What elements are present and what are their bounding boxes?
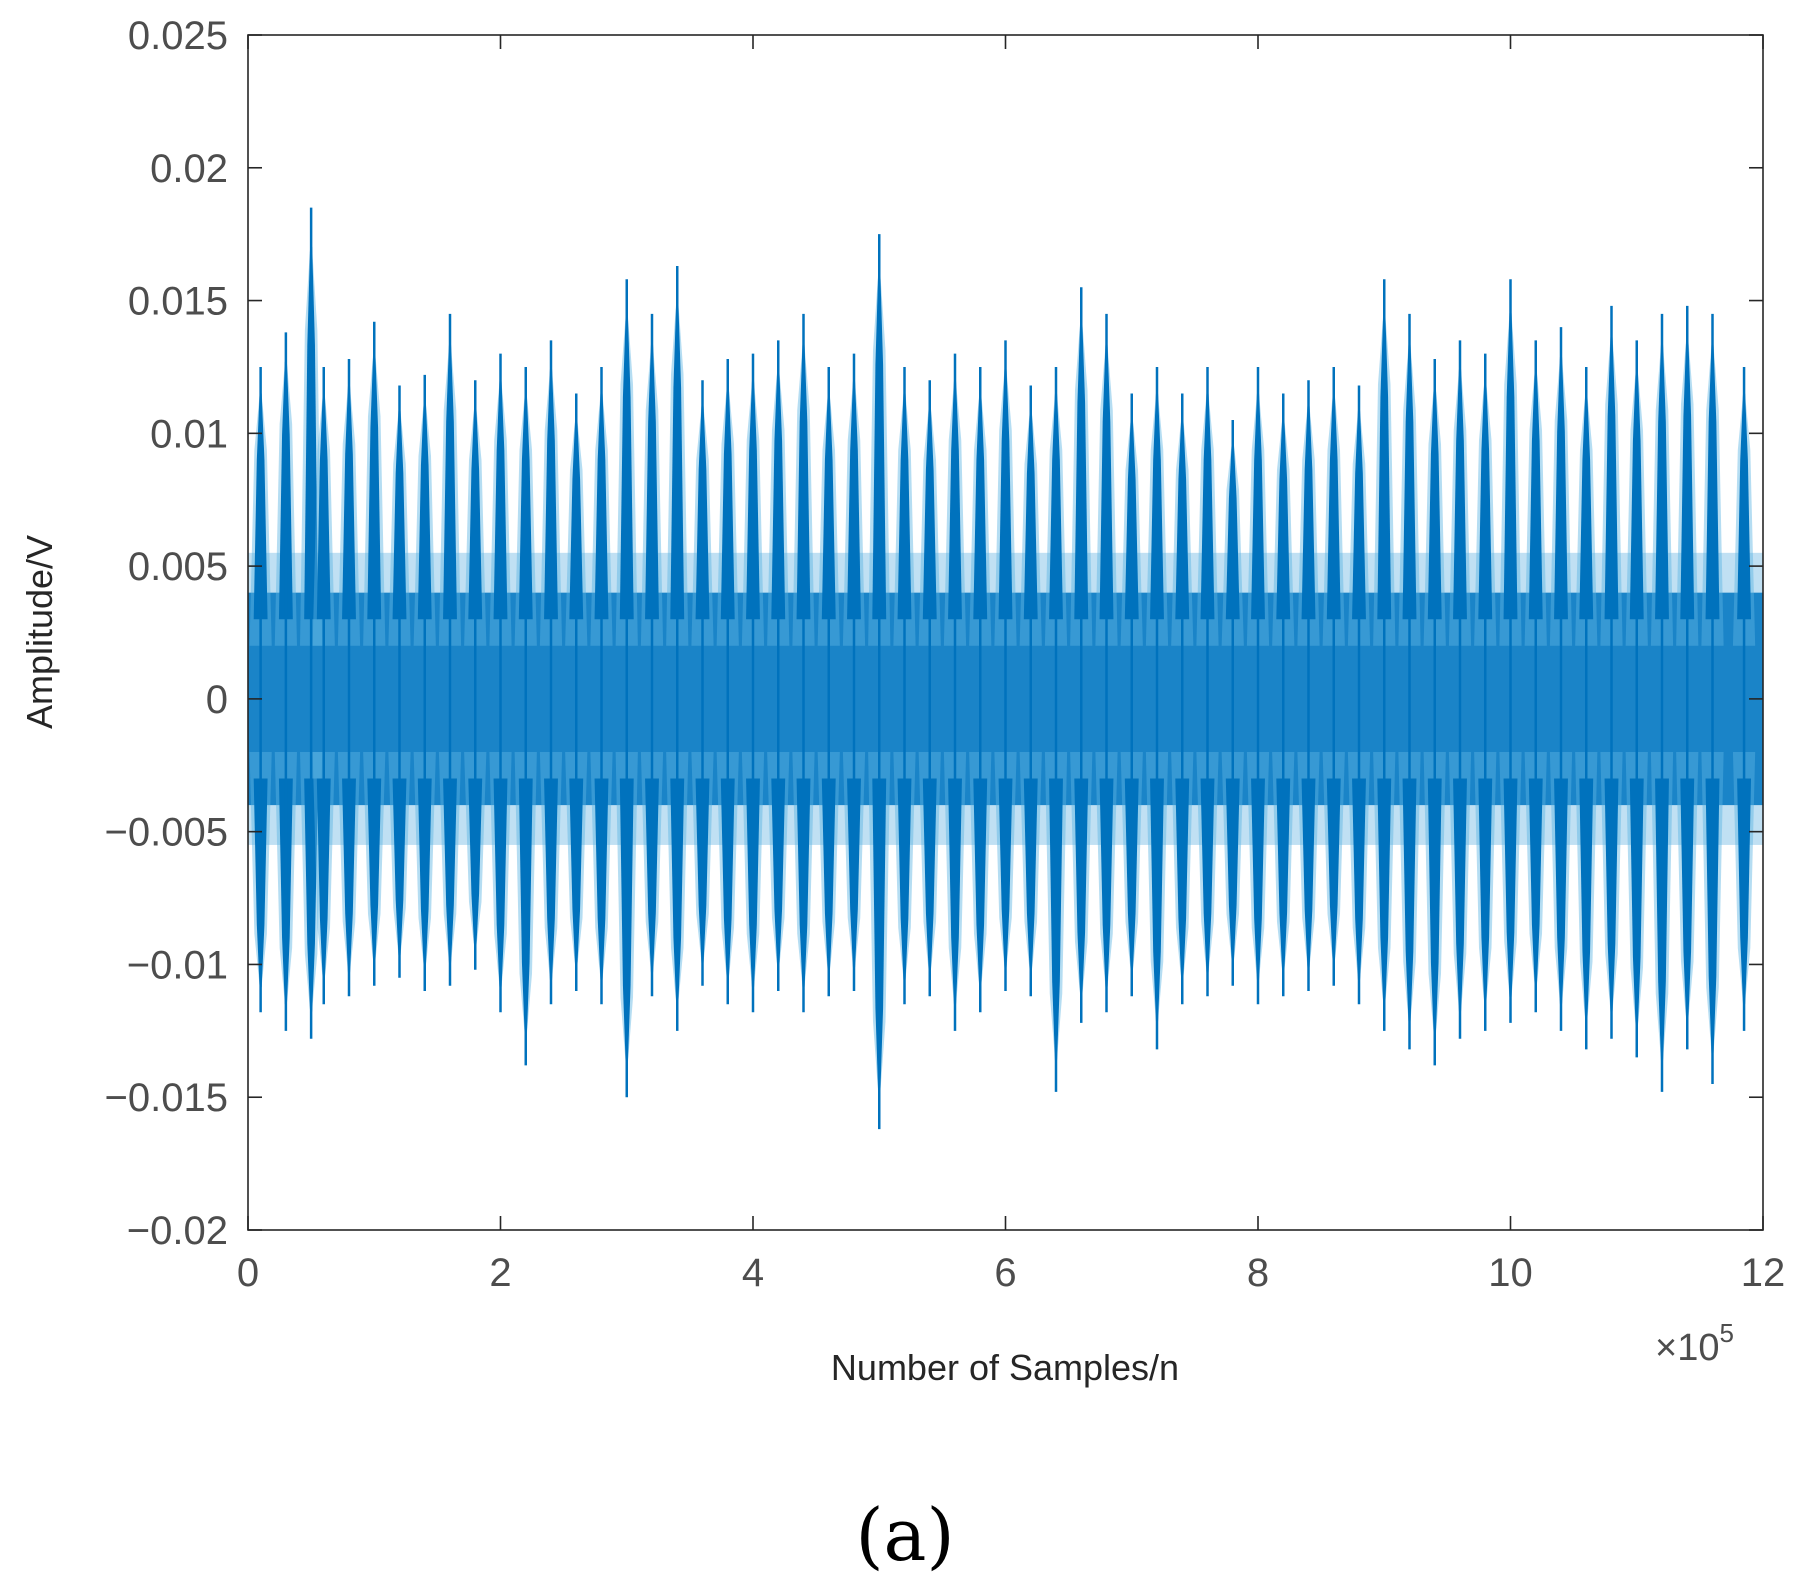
ticks-layer — [247, 34, 1764, 1231]
y-tick-label: −0.01 — [127, 943, 228, 987]
x-axis-label: Number of Samples/n — [831, 1347, 1179, 1388]
x-multiplier-exponent: 5 — [1719, 1318, 1733, 1348]
x-tick-label: 0 — [237, 1251, 259, 1295]
y-tick-label: 0.01 — [150, 412, 228, 456]
y-tick-label: 0.005 — [128, 545, 228, 589]
x-tick-label: 2 — [489, 1251, 511, 1295]
y-tick-label: 0.02 — [150, 147, 228, 191]
y-tick-label: −0.02 — [127, 1209, 228, 1253]
x-tick-label: 12 — [1741, 1251, 1786, 1295]
x-tick-label: 8 — [1247, 1251, 1269, 1295]
x-tick-label: 6 — [994, 1251, 1016, 1295]
x-multiplier-label: ×105 — [1655, 1318, 1734, 1369]
signal-layer — [248, 207, 1763, 1130]
y-tick-label: 0.015 — [128, 280, 228, 324]
y-tick-label: −0.005 — [105, 811, 228, 855]
x-tick-label: 4 — [742, 1251, 764, 1295]
y-tick-label: 0.025 — [128, 14, 228, 58]
y-tick-label: −0.015 — [105, 1076, 228, 1120]
y-tick-label: 0 — [206, 678, 228, 722]
y-axis-label: Amplitude/V — [19, 535, 60, 729]
tick-labels-layer: 0 2 4 6 8 10 12 −0.02 −0.015 −0.01 −0.005 0 0.005 0.0… — [105, 14, 1786, 1295]
x-tick-label: 10 — [1488, 1251, 1533, 1295]
x-multiplier-base: ×10 — [1655, 1327, 1719, 1369]
panel-label: (a) — [855, 1493, 954, 1577]
